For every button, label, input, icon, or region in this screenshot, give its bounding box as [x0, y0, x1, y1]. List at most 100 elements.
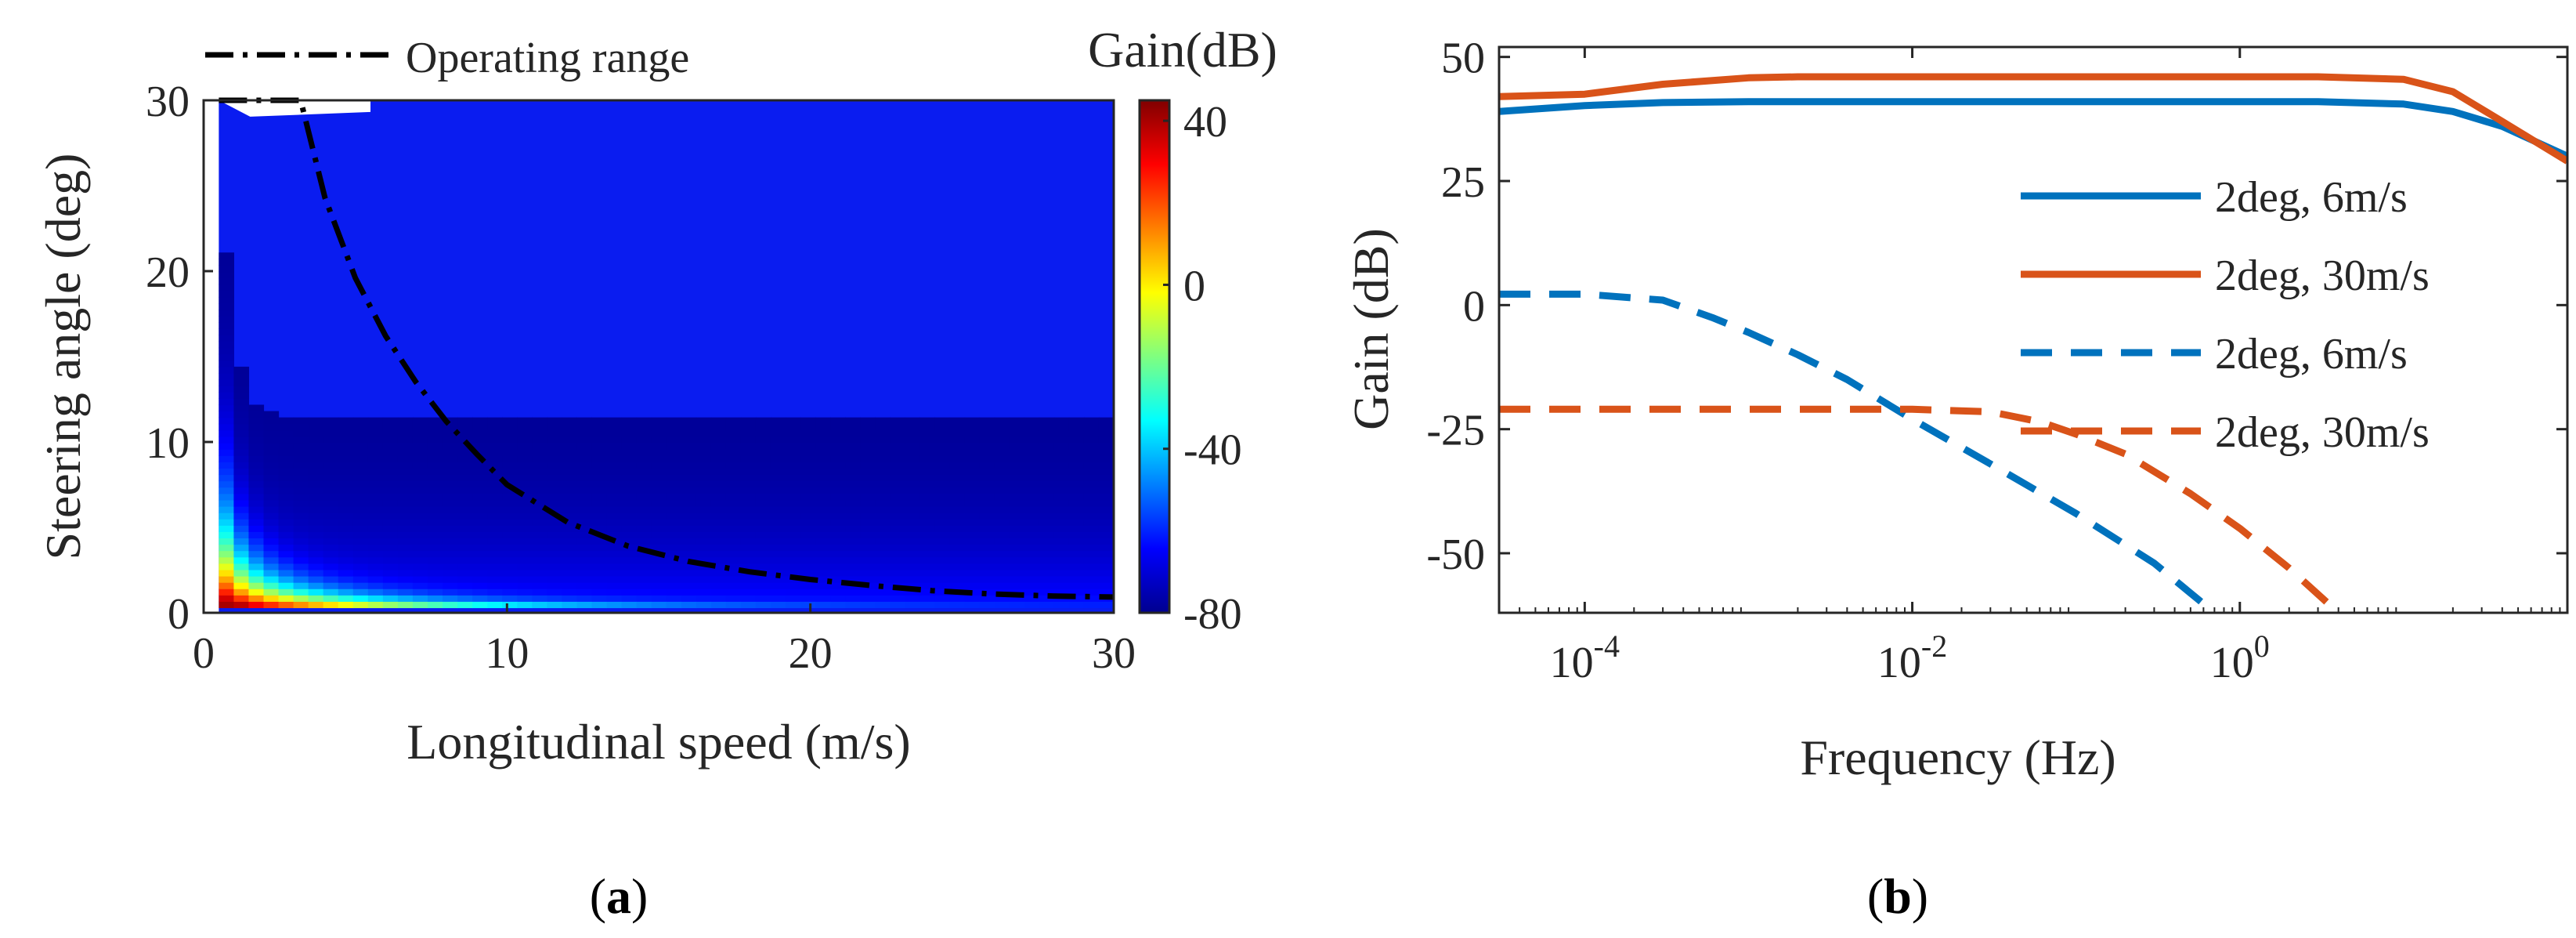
- heatmap-cell: [1098, 601, 1114, 609]
- heatmap-cell: [710, 468, 727, 476]
- heatmap-cell: [382, 443, 399, 450]
- heatmap-cell: [770, 443, 786, 450]
- heatmap-cell: [308, 417, 324, 425]
- heatmap-cell: [725, 436, 742, 444]
- heatmap-cell: [710, 423, 727, 431]
- heatmap-cell: [382, 417, 399, 425]
- heatmap-cell: [219, 538, 235, 545]
- heatmap-cell: [905, 601, 921, 609]
- heatmap-cell: [338, 569, 354, 577]
- heatmap-cell: [919, 512, 936, 520]
- heatmap-cell: [1039, 519, 1055, 526]
- legend-label-4: 2deg, 30m/s: [2215, 408, 2430, 457]
- heatmap-cell: [800, 436, 816, 444]
- heatmap-cell: [263, 519, 280, 526]
- panel-a-xtick-label: 10: [485, 629, 529, 678]
- heatmap-cell: [1039, 569, 1055, 577]
- heatmap-cell: [1068, 436, 1085, 444]
- heatmap-cell: [427, 462, 443, 469]
- heatmap-cell: [367, 582, 384, 589]
- heatmap-cell: [547, 449, 562, 456]
- heatmap-cell: [695, 519, 712, 526]
- heatmap-cell: [860, 429, 876, 437]
- heatmap-cell: [919, 429, 936, 437]
- heatmap-cell: [532, 417, 547, 425]
- heatmap-cell: [1083, 480, 1100, 488]
- heatmap-cell: [443, 550, 458, 558]
- heatmap-cell: [681, 531, 697, 539]
- heatmap-cell: [621, 505, 638, 513]
- heatmap-cell: [964, 480, 981, 488]
- heatmap-cell: [1009, 519, 1025, 526]
- heatmap-cell: [770, 468, 786, 476]
- heatmap-cell: [532, 474, 547, 482]
- heatmap-cell: [964, 423, 981, 431]
- legend-label-1: 2deg, 6m/s: [2215, 173, 2408, 222]
- heatmap-cell: [233, 589, 250, 596]
- heatmap-cell: [979, 468, 995, 476]
- heatmap-cell: [472, 575, 488, 583]
- heatmap-cell: [487, 582, 503, 589]
- heatmap-cell: [308, 569, 324, 577]
- heatmap-cell: [457, 550, 473, 558]
- heatmap-cell: [472, 449, 488, 456]
- heatmap-cell: [1039, 449, 1055, 456]
- heatmap-cell: [979, 589, 995, 596]
- colorbar-tick-label: 0: [1183, 262, 1205, 310]
- heatmap-cell: [606, 519, 623, 526]
- heatmap-cell: [427, 525, 443, 532]
- heatmap-cell: [949, 525, 966, 532]
- heatmap-cell: [248, 487, 265, 494]
- heatmap-cell: [860, 449, 876, 456]
- heatmap-cell: [964, 474, 981, 482]
- heatmap-cell: [636, 582, 652, 589]
- heatmap-cell: [547, 525, 562, 532]
- heatmap-cell: [338, 595, 354, 602]
- heatmap-cell: [532, 443, 547, 450]
- heatmap-cell: [517, 589, 533, 596]
- heatmap-cell: [219, 443, 235, 450]
- panel-a-ytick-label: 30: [146, 78, 190, 126]
- heatmap-cell: [755, 462, 771, 469]
- heatmap-cell: [1039, 468, 1055, 476]
- heatmap-cell: [949, 449, 966, 456]
- heatmap-cell: [1024, 474, 1040, 482]
- panel-a-ytick-label: 10: [146, 419, 190, 468]
- heatmap-cell: [219, 386, 235, 393]
- heatmap-cell: [919, 505, 936, 513]
- heatmap-cell: [263, 505, 280, 513]
- heatmap-cell: [1098, 468, 1114, 476]
- heatmap-cell: [472, 423, 488, 431]
- heatmap-cell: [979, 429, 995, 437]
- heatmap-cell: [905, 455, 921, 462]
- heatmap-cell: [710, 512, 727, 520]
- heatmap-cell: [786, 455, 801, 462]
- heatmap-cell: [338, 499, 354, 507]
- heatmap-cell: [308, 595, 324, 602]
- heatmap-cell: [219, 341, 235, 349]
- heatmap-cell: [666, 575, 682, 583]
- heatmap-cell: [263, 493, 280, 501]
- heatmap-cell: [502, 487, 518, 494]
- heatmap-cell: [755, 512, 771, 520]
- heatmap-cell: [949, 544, 966, 552]
- heatmap-cell: [308, 468, 324, 476]
- heatmap-cell: [591, 556, 608, 564]
- heatmap-cell: [547, 505, 562, 513]
- heatmap-cell: [576, 550, 593, 558]
- heatmap-cell: [994, 443, 1010, 450]
- heatmap-cell: [651, 436, 667, 444]
- heatmap-cell: [786, 531, 801, 539]
- heatmap-cell: [382, 601, 399, 609]
- heatmap-cell: [502, 595, 518, 602]
- heatmap-cell: [382, 563, 399, 570]
- heatmap-cell: [412, 589, 428, 596]
- heatmap-cell: [591, 544, 608, 552]
- heatmap-cell: [934, 589, 951, 596]
- heatmap-cell: [1068, 601, 1085, 609]
- heatmap-cell: [740, 556, 757, 564]
- heatmap-cell: [875, 519, 891, 526]
- heatmap-cell: [636, 575, 652, 583]
- heatmap-cell: [666, 474, 682, 482]
- heatmap-cell: [666, 538, 682, 545]
